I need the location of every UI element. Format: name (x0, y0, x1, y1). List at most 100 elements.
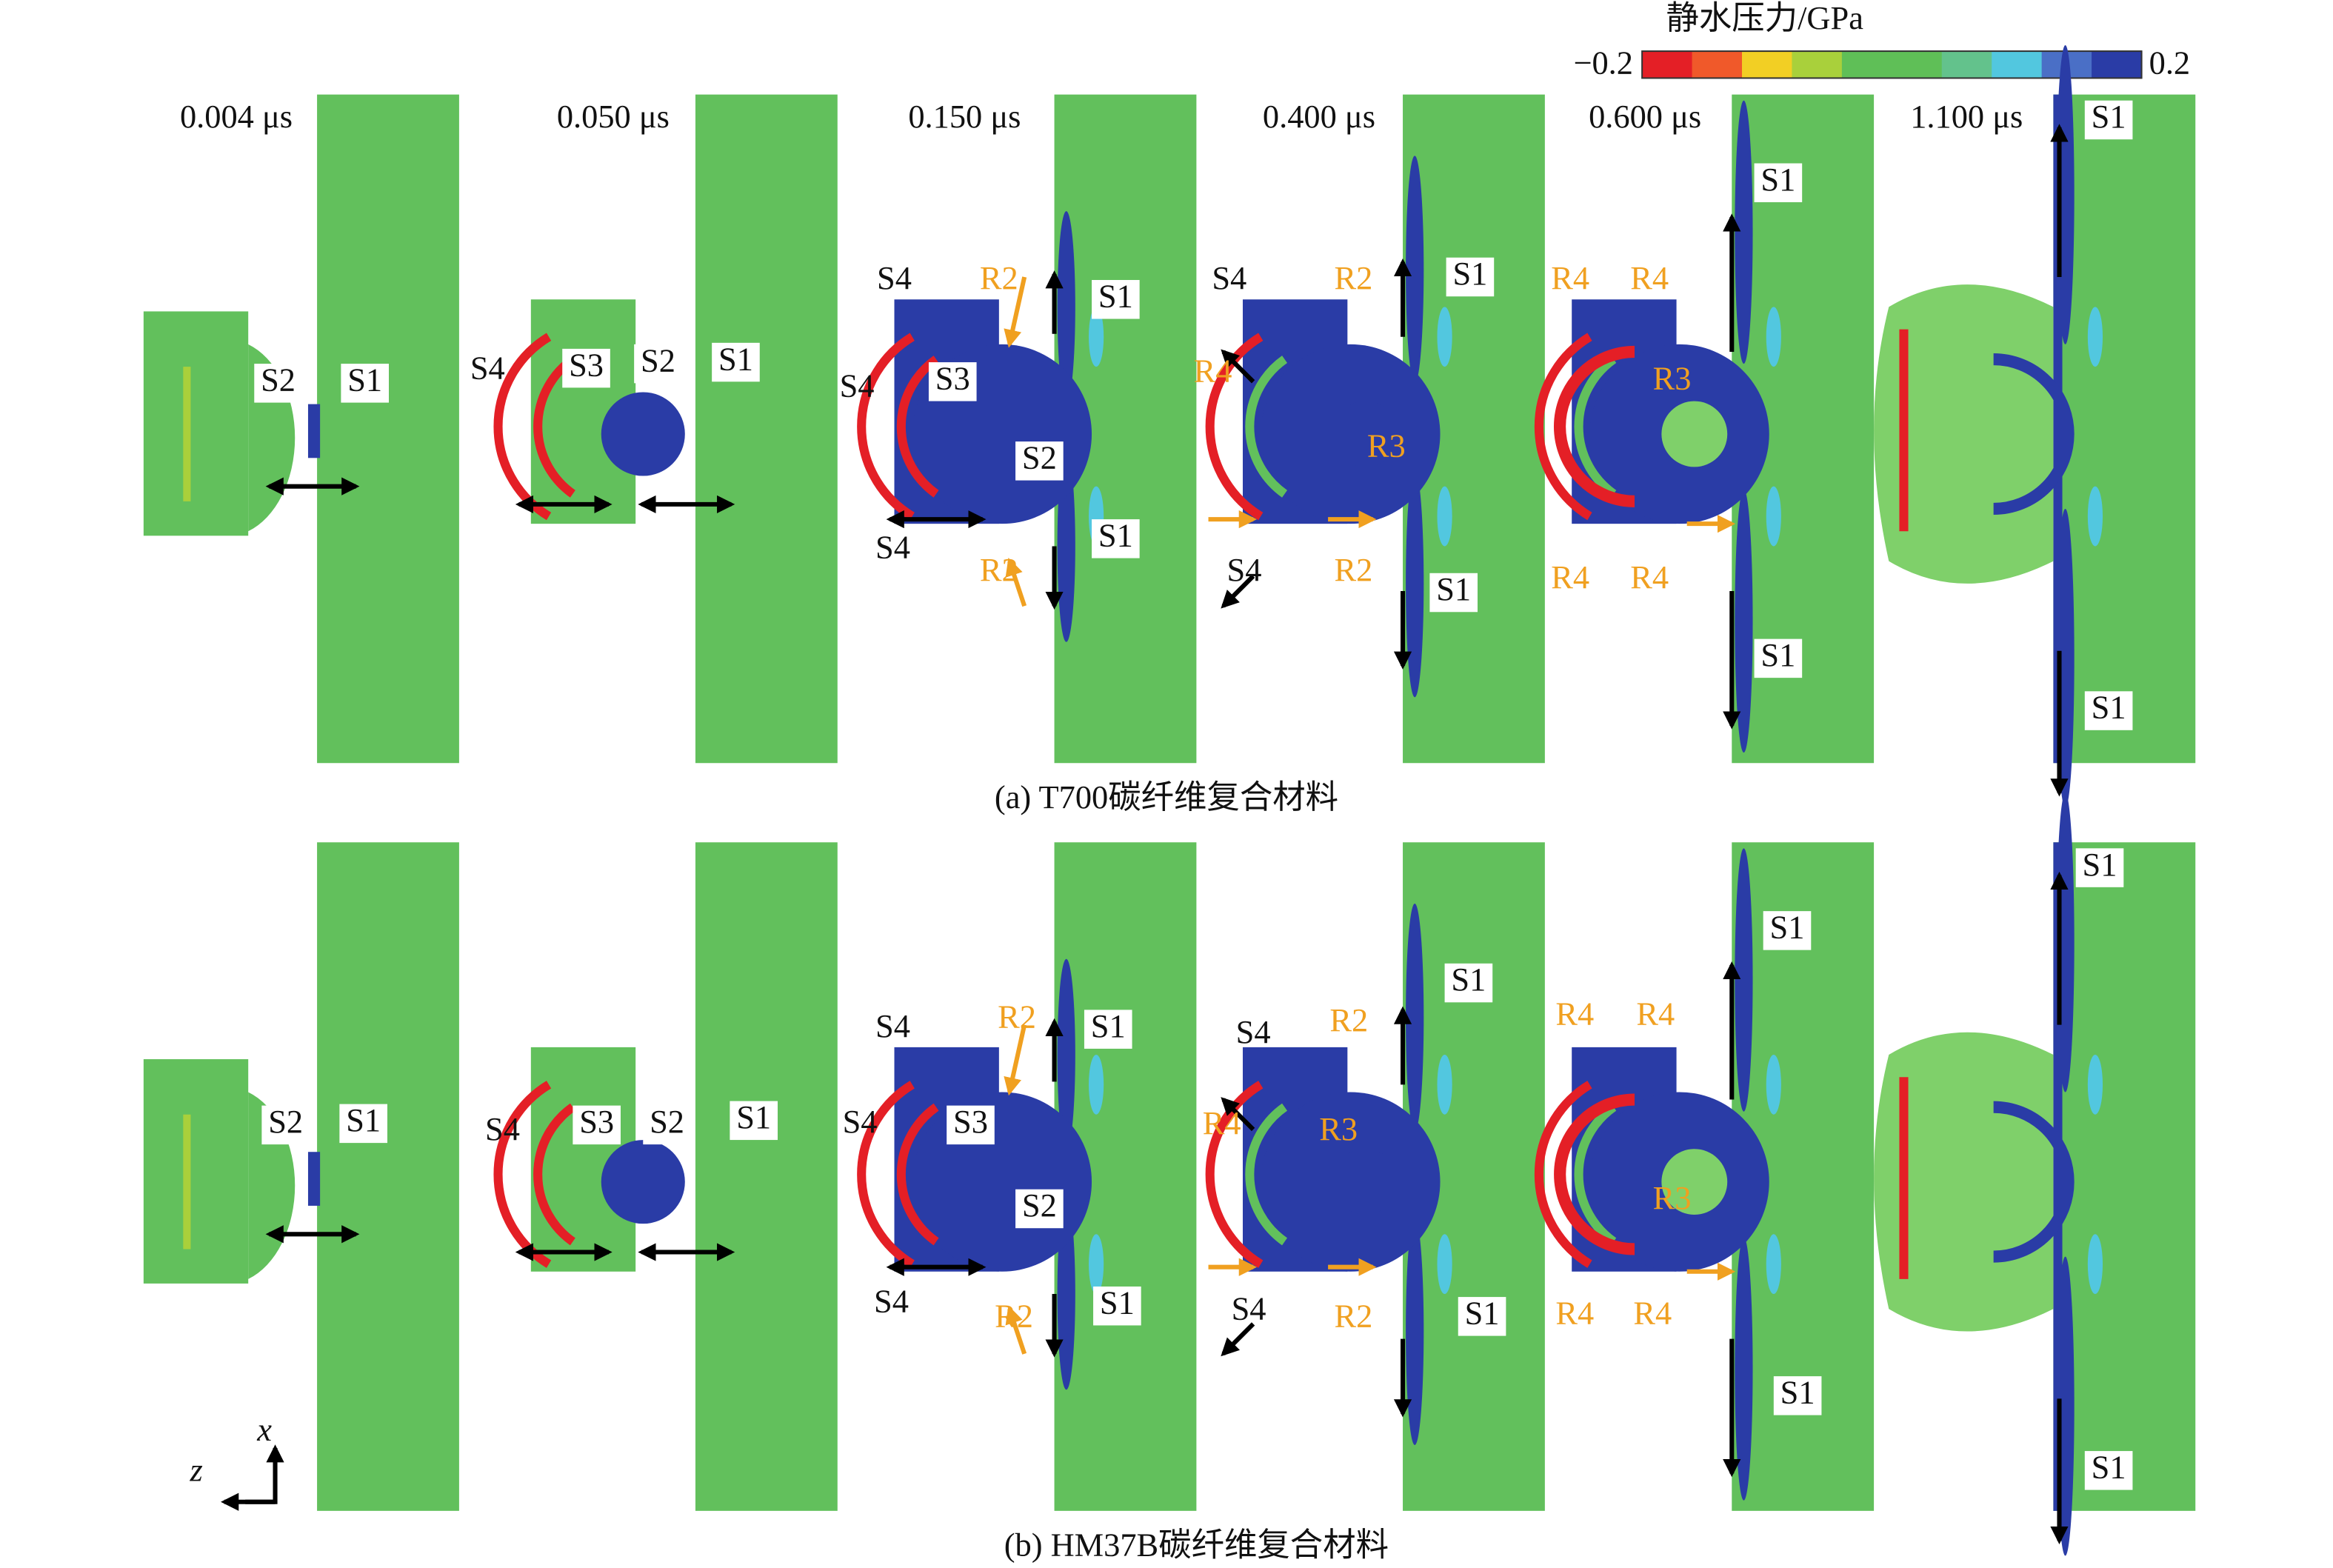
ring (896, 356, 939, 498)
projectile (912, 1092, 1092, 1272)
wave (2087, 1054, 2103, 1115)
time-label: 0.050 μs (557, 98, 670, 135)
label-box (643, 1105, 691, 1145)
wave (1406, 904, 1424, 1131)
wave-label: S2 (641, 341, 675, 378)
plate (317, 842, 459, 1511)
arrow (1221, 574, 1255, 609)
wave-label: S3 (569, 346, 604, 383)
wave-label: R2 (998, 998, 1036, 1035)
label-box (928, 362, 977, 401)
ring (857, 333, 915, 521)
colorbar-min: −0.2 (1573, 44, 1633, 81)
ring (896, 1103, 939, 1246)
wave-label: S1 (1100, 1284, 1135, 1321)
wave (1089, 1054, 1104, 1115)
wave-label: S4 (485, 1110, 520, 1147)
wave-label: R4 (1203, 1104, 1241, 1141)
time-label: 0.004 μs (180, 98, 293, 135)
wave-label: R2 (980, 551, 1018, 588)
wave-label: S4 (877, 259, 912, 296)
wave (1057, 211, 1075, 403)
wave-label: S4 (1232, 1290, 1266, 1327)
wave-label: R3 (1653, 360, 1692, 397)
colorbar-swatch (1642, 51, 1693, 79)
wave (1735, 1237, 1753, 1501)
colorbar-swatch (1742, 51, 1793, 79)
wave-label: R4 (1194, 352, 1232, 389)
label-box (2075, 848, 2124, 887)
wave-label: S1 (1780, 1374, 1815, 1411)
wave-label: R4 (1633, 1295, 1672, 1332)
axis-x: x (256, 1411, 272, 1448)
label-box (2084, 1451, 2133, 1490)
wave (1406, 470, 1424, 698)
colorbar-swatch (1941, 51, 1993, 79)
wave-label: R4 (1551, 259, 1589, 296)
arrow (1221, 1322, 1255, 1357)
wave-label: S4 (840, 367, 875, 404)
plate (695, 94, 838, 764)
arrow (1004, 276, 1027, 348)
colorbar-swatch (1792, 51, 1843, 79)
label-box (634, 344, 682, 384)
wave (1437, 1054, 1452, 1115)
label-box (947, 1105, 995, 1145)
label-box (1754, 163, 1803, 203)
wave-label: S1 (347, 361, 382, 398)
wave (1437, 486, 1452, 547)
arrow (1005, 558, 1027, 607)
wave-label: S1 (1436, 570, 1471, 607)
label-box (1092, 519, 1140, 558)
plate (2053, 842, 2196, 1511)
colorbar-swatch (2092, 51, 2143, 79)
wave-label: R3 (1319, 1110, 1358, 1147)
wave (1089, 307, 1104, 367)
arrow (1221, 1097, 1255, 1132)
label-box (1446, 257, 1495, 297)
wave-label: R4 (1555, 995, 1594, 1032)
wave-label: S1 (1452, 255, 1487, 292)
wave (1766, 1234, 1781, 1295)
wave (1437, 1234, 1452, 1295)
contact (307, 404, 321, 458)
wave-label: S3 (953, 1103, 988, 1140)
wave (1766, 1054, 1781, 1115)
wave-label: R2 (1329, 1001, 1368, 1038)
wave-label: S1 (2092, 689, 2126, 726)
label-box (1763, 911, 1812, 950)
label-box (1754, 638, 1803, 678)
arrow (1005, 1305, 1027, 1355)
colorbar-title: 静水压力/GPa (1666, 0, 1863, 36)
projectile (601, 392, 685, 476)
projectile (601, 1140, 685, 1224)
ring (1245, 356, 1288, 498)
wave-label: S1 (736, 1098, 771, 1135)
wave (1735, 100, 1753, 364)
wave (1437, 307, 1452, 367)
wave-label: S2 (268, 1103, 303, 1140)
wave-label: S1 (1465, 1295, 1500, 1332)
wave-label: S1 (2083, 846, 2117, 883)
wave-label: R2 (1334, 1298, 1372, 1335)
label-box (1015, 441, 1064, 481)
colorbar-frame (1641, 50, 2143, 79)
wave-label: S4 (875, 529, 910, 566)
caption: (b) HM37B碳纤维复合材料 (1004, 1527, 1389, 1564)
wave-label: S4 (843, 1103, 878, 1140)
wave-label: S4 (1236, 1013, 1271, 1050)
label-box (341, 364, 389, 403)
wave-label: S1 (1098, 277, 1133, 314)
time-label: 0.400 μs (1263, 98, 1375, 135)
wave-label: S2 (1022, 1187, 1057, 1224)
axis-z: z (189, 1452, 202, 1489)
wave-label: S1 (1760, 161, 1795, 198)
label-box (1084, 1010, 1132, 1049)
ring (533, 1103, 575, 1246)
wave (1766, 486, 1781, 547)
wave-label: S1 (2092, 1449, 2126, 1486)
label-box (261, 1105, 310, 1145)
ring (1553, 345, 1635, 507)
core (1332, 401, 1398, 467)
